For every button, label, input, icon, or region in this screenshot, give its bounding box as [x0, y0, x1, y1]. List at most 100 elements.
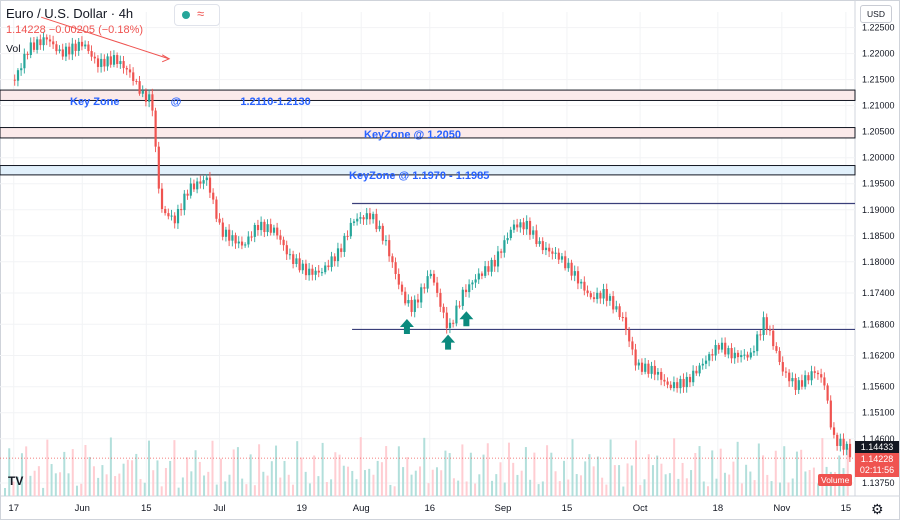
candle-body — [100, 58, 103, 67]
candle-body — [813, 371, 816, 373]
volume-bar — [245, 484, 248, 496]
candle-body — [519, 222, 522, 228]
volume-bar — [42, 487, 45, 496]
candle-body — [64, 46, 68, 57]
candle-body — [295, 258, 298, 264]
candle-body — [704, 360, 708, 364]
candle-body — [477, 273, 480, 280]
candle-body — [301, 263, 304, 271]
candle-body — [61, 49, 64, 57]
candle-body — [564, 256, 567, 269]
volume-bar — [685, 478, 688, 496]
candle-body — [109, 56, 112, 65]
volume-bar — [4, 488, 6, 496]
candle-body — [362, 217, 365, 220]
y-tick-label: 1.13750 — [862, 478, 895, 488]
candle-body — [298, 258, 301, 271]
volume-bar — [537, 484, 540, 496]
y-tick-label: 1.16200 — [862, 350, 895, 360]
candle-body — [736, 352, 740, 358]
candle-body — [669, 384, 672, 389]
candle-body — [682, 378, 685, 388]
candle-body — [496, 251, 500, 267]
x-tick-label: Sep — [494, 503, 511, 514]
candle-body — [416, 299, 420, 303]
candle-body — [48, 39, 52, 42]
currency-button[interactable]: USD — [860, 5, 892, 23]
candle-body — [768, 329, 772, 331]
candle-body — [781, 362, 784, 372]
candle-body — [116, 55, 119, 65]
candle-body — [279, 235, 282, 240]
candle-body — [464, 289, 468, 293]
candle-body — [410, 299, 413, 312]
gear-icon[interactable]: ⚙ — [871, 501, 884, 517]
volume-bar — [711, 450, 714, 496]
candle-body — [378, 225, 381, 230]
volume-bar — [800, 449, 803, 496]
candle-body — [84, 44, 87, 47]
volume-bar — [389, 484, 392, 496]
candle-body — [141, 90, 144, 94]
volume-bar — [173, 440, 176, 496]
volume-bar — [186, 457, 189, 496]
volume-bar — [613, 465, 616, 496]
volume-bar — [817, 483, 820, 496]
volume-bar — [101, 465, 104, 496]
symbol-title[interactable]: Euro / U.S. Dollar · 4h — [6, 6, 134, 21]
volume-bar — [300, 457, 303, 496]
volume-bar — [236, 447, 239, 496]
y-tick-label: 1.20500 — [862, 127, 895, 137]
candle-body — [234, 235, 237, 244]
volume-bar — [224, 481, 227, 496]
x-tick-label: 19 — [296, 503, 307, 514]
volume-bar — [304, 471, 307, 496]
key-zone-2 — [0, 127, 856, 139]
candle-body — [823, 377, 826, 386]
candle-body — [528, 220, 532, 235]
candle-body — [160, 188, 164, 210]
candle-body — [788, 372, 791, 382]
candle-body — [653, 365, 656, 375]
x-tick-label: Nov — [773, 503, 790, 514]
candle-body — [471, 282, 474, 285]
candle-body — [554, 252, 557, 254]
indicator-toggle[interactable]: ≈ — [174, 4, 220, 26]
y-tick-label: 1.14600 — [862, 434, 895, 444]
x-tick-label: Oct — [633, 503, 648, 514]
volume-bar — [249, 454, 252, 496]
volume-bar — [325, 482, 328, 496]
volume-bar — [363, 470, 366, 496]
candle-body — [596, 292, 599, 300]
volume-bar — [635, 440, 638, 496]
candle-body — [240, 241, 244, 246]
volume-bar — [516, 474, 519, 496]
candle-body — [157, 146, 160, 189]
candle-body — [170, 215, 173, 217]
candle-body — [599, 292, 602, 299]
volume-bar — [207, 471, 210, 496]
candle-body — [119, 61, 122, 65]
candle-body — [845, 443, 848, 450]
candle-body — [391, 256, 394, 263]
candle-body — [413, 299, 416, 312]
candle-body — [432, 273, 436, 283]
volume-bar — [59, 472, 62, 496]
candle-body — [695, 370, 698, 374]
volume-bar — [804, 471, 807, 496]
volume-bar — [37, 466, 40, 496]
trendline-arrowhead — [161, 54, 171, 63]
candle-body — [493, 259, 496, 267]
candle-body — [154, 110, 157, 147]
candle-body — [525, 220, 528, 230]
candle-body — [148, 94, 151, 102]
volume-bar — [406, 457, 409, 496]
candle-body — [151, 94, 154, 111]
volume-bar — [656, 455, 659, 496]
candle-body — [103, 58, 106, 67]
candle-body — [202, 180, 205, 184]
volume-bar — [198, 461, 201, 496]
candle-body — [320, 272, 324, 274]
candle-body — [717, 345, 720, 350]
